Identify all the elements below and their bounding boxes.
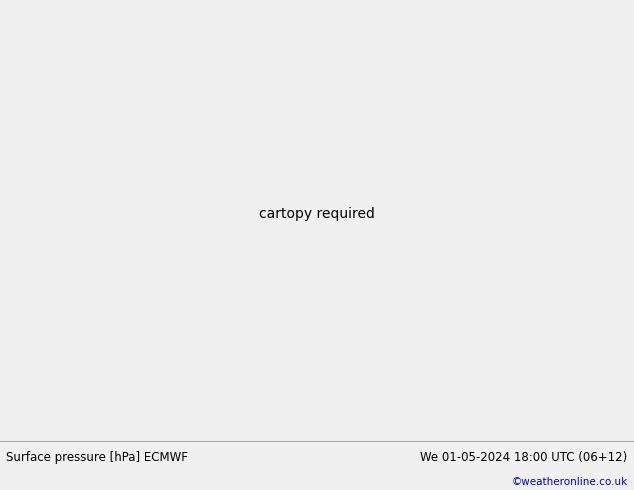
Text: Surface pressure [hPa] ECMWF: Surface pressure [hPa] ECMWF [6,451,188,464]
Text: cartopy required: cartopy required [259,207,375,221]
Text: We 01-05-2024 18:00 UTC (06+12): We 01-05-2024 18:00 UTC (06+12) [420,451,628,464]
Text: ©weatheronline.co.uk: ©weatheronline.co.uk [512,477,628,487]
